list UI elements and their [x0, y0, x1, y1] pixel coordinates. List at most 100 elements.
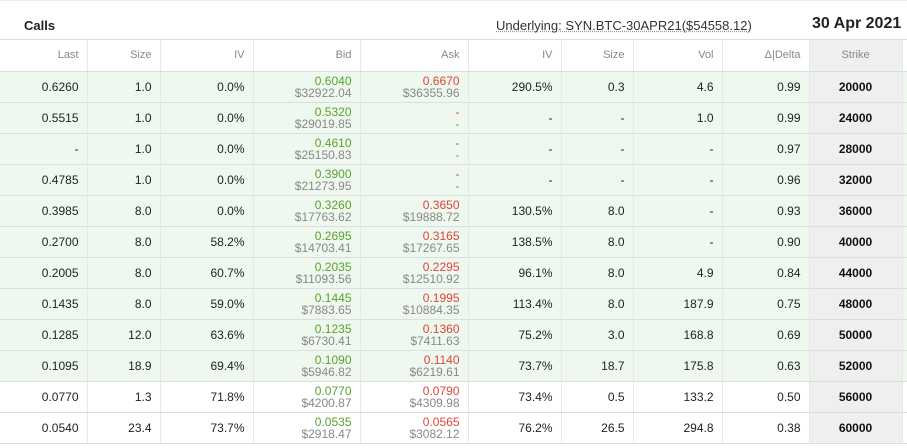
- bid-cell[interactable]: 0.3900 $21273.95: [253, 164, 361, 196]
- delta-cell[interactable]: 0.69: [722, 319, 810, 351]
- delta-cell[interactable]: 0.99: [722, 102, 810, 134]
- ask-size-cell[interactable]: 8.0: [561, 288, 634, 320]
- ask-iv-cell[interactable]: 76.2%: [468, 412, 562, 444]
- ask-iv-cell[interactable]: 75.2%: [468, 319, 562, 351]
- size-cell[interactable]: 23.4: [87, 412, 161, 444]
- delta-cell[interactable]: 0.90: [722, 226, 810, 258]
- iv-cell[interactable]: 73.7%: [160, 412, 254, 444]
- iv-cell[interactable]: 0.0%: [160, 195, 254, 227]
- strike-cell[interactable]: 56000: [809, 381, 903, 413]
- ask-size-cell[interactable]: 8.0: [561, 195, 634, 227]
- col-header-last[interactable]: Last: [0, 40, 88, 72]
- size-cell[interactable]: 1.0: [87, 164, 161, 196]
- ask-size-cell[interactable]: 8.0: [561, 226, 634, 258]
- ask-cell[interactable]: 0.0565 $3082.12: [360, 412, 469, 444]
- ask-cell[interactable]: --: [360, 102, 469, 134]
- col-header-delta[interactable]: Δ|Delta: [722, 40, 810, 72]
- ask-iv-cell[interactable]: 96.1%: [468, 257, 562, 289]
- vol-cell[interactable]: -: [633, 195, 723, 227]
- bid-cell[interactable]: 0.3260 $17763.62: [253, 195, 361, 227]
- ask-size-cell[interactable]: 0.3: [561, 71, 634, 103]
- last-cell[interactable]: 0.3985: [0, 195, 88, 227]
- size-cell[interactable]: 8.0: [87, 226, 161, 258]
- strike-cell[interactable]: 24000: [809, 102, 903, 134]
- col-header-strike[interactable]: Strike: [809, 40, 903, 72]
- table-row[interactable]: 0.1095 18.9 69.4% 0.1090 $5946.82 0.1140 $6219…: [0, 350, 907, 382]
- table-row[interactable]: 0.6260 1.0 0.0% 0.6040 $32922.04 0.6670 $36355…: [0, 71, 907, 103]
- delta-cell[interactable]: 0.93: [722, 195, 810, 227]
- size-cell[interactable]: 1.0: [87, 71, 161, 103]
- bid-cell[interactable]: 0.0770 $4200.87: [253, 381, 361, 413]
- underlying-label[interactable]: Underlying: SYN.BTC-30APR21($54558.12): [496, 18, 752, 33]
- col-header-ask-size[interactable]: Size: [561, 40, 634, 72]
- delta-cell[interactable]: 0.75: [722, 288, 810, 320]
- ask-cell[interactable]: 0.1995 $10884.35: [360, 288, 469, 320]
- size-cell[interactable]: 12.0: [87, 319, 161, 351]
- ask-size-cell[interactable]: 3.0: [561, 319, 634, 351]
- strike-cell[interactable]: 44000: [809, 257, 903, 289]
- col-header-bid[interactable]: Bid: [253, 40, 361, 72]
- bid-cell[interactable]: 0.0535 $2918.47: [253, 412, 361, 444]
- vol-cell[interactable]: -: [633, 226, 723, 258]
- last-cell[interactable]: 0.5515: [0, 102, 88, 134]
- strike-cell[interactable]: 32000: [809, 164, 903, 196]
- vol-cell[interactable]: 175.8: [633, 350, 723, 382]
- last-cell[interactable]: 0.1435: [0, 288, 88, 320]
- last-cell[interactable]: 0.2700: [0, 226, 88, 258]
- size-cell[interactable]: 1.0: [87, 133, 161, 165]
- bid-cell[interactable]: 0.2695 $14703.41: [253, 226, 361, 258]
- ask-iv-cell[interactable]: 113.4%: [468, 288, 562, 320]
- last-cell[interactable]: 0.0770: [0, 381, 88, 413]
- strike-cell[interactable]: 48000: [809, 288, 903, 320]
- bid-cell[interactable]: 0.1445 $7883.65: [253, 288, 361, 320]
- bid-cell[interactable]: 0.2035 $11093.56: [253, 257, 361, 289]
- vol-cell[interactable]: 1.0: [633, 102, 723, 134]
- last-cell[interactable]: 0.0540: [0, 412, 88, 444]
- delta-cell[interactable]: 0.97: [722, 133, 810, 165]
- last-cell[interactable]: 0.1095: [0, 350, 88, 382]
- iv-cell[interactable]: 0.0%: [160, 133, 254, 165]
- delta-cell[interactable]: 0.99: [722, 71, 810, 103]
- bid-cell[interactable]: 0.6040 $32922.04: [253, 71, 361, 103]
- ask-size-cell[interactable]: -: [561, 102, 634, 134]
- vol-cell[interactable]: 294.8: [633, 412, 723, 444]
- vol-cell[interactable]: 4.6: [633, 71, 723, 103]
- strike-cell[interactable]: 60000: [809, 412, 903, 444]
- table-row[interactable]: -1.0 0.0% 0.4610 $25150.83- - - - -0.97 28000: [0, 133, 907, 165]
- ask-iv-cell[interactable]: -: [468, 164, 562, 196]
- strike-cell[interactable]: 36000: [809, 195, 903, 227]
- table-row[interactable]: 0.3985 8.0 0.0% 0.3260 $17763.62 0.3650 $19888…: [0, 195, 907, 227]
- size-cell[interactable]: 8.0: [87, 195, 161, 227]
- size-cell[interactable]: 8.0: [87, 288, 161, 320]
- table-row[interactable]: 0.2005 8.0 60.7% 0.2035 $11093.56 0.2295 $1251…: [0, 257, 907, 289]
- table-row[interactable]: 0.1285 12.0 63.6% 0.1235 $6730.41 0.1360 $7411…: [0, 319, 907, 351]
- ask-size-cell[interactable]: 0.5: [561, 381, 634, 413]
- col-header-ask-iv[interactable]: IV: [468, 40, 562, 72]
- size-cell[interactable]: 1.0: [87, 102, 161, 134]
- vol-cell[interactable]: -: [633, 133, 723, 165]
- vol-cell[interactable]: 168.8: [633, 319, 723, 351]
- col-header-ask[interactable]: Ask: [360, 40, 469, 72]
- ask-size-cell[interactable]: -: [561, 133, 634, 165]
- ask-iv-cell[interactable]: 130.5%: [468, 195, 562, 227]
- ask-cell[interactable]: 0.3650 $19888.72: [360, 195, 469, 227]
- ask-cell[interactable]: 0.3165 $17267.65: [360, 226, 469, 258]
- iv-cell[interactable]: 59.0%: [160, 288, 254, 320]
- ask-cell[interactable]: 0.2295 $12510.92: [360, 257, 469, 289]
- bid-cell[interactable]: 0.5320 $29019.85: [253, 102, 361, 134]
- strike-cell[interactable]: 20000: [809, 71, 903, 103]
- size-cell[interactable]: 18.9: [87, 350, 161, 382]
- delta-cell[interactable]: 0.38: [722, 412, 810, 444]
- bid-cell[interactable]: 0.4610 $25150.83: [253, 133, 361, 165]
- last-cell[interactable]: 0.6260: [0, 71, 88, 103]
- ask-cell[interactable]: 0.1140 $6219.61: [360, 350, 469, 382]
- delta-cell[interactable]: 0.84: [722, 257, 810, 289]
- strike-cell[interactable]: 40000: [809, 226, 903, 258]
- ask-cell[interactable]: 0.1360 $7411.63: [360, 319, 469, 351]
- ask-cell[interactable]: --: [360, 164, 469, 196]
- ask-iv-cell[interactable]: 73.7%: [468, 350, 562, 382]
- last-cell[interactable]: 0.4785: [0, 164, 88, 196]
- ask-size-cell[interactable]: 18.7: [561, 350, 634, 382]
- col-header-vol[interactable]: Vol: [633, 40, 723, 72]
- table-row[interactable]: 0.0540 23.4 73.7% 0.0535 $2918.47 0.0565 $3082…: [0, 412, 907, 444]
